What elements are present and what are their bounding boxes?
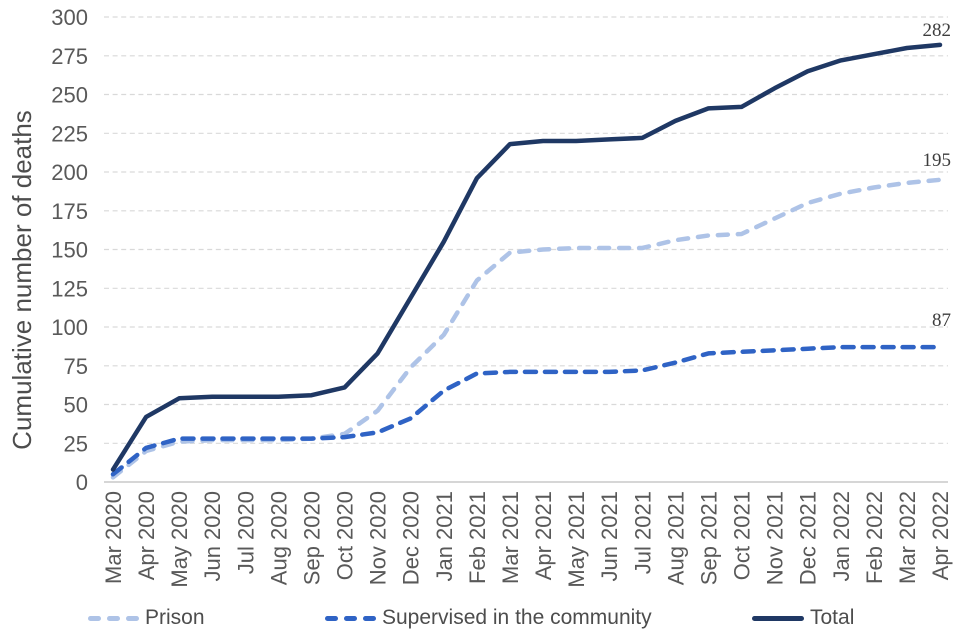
legend-marker-total-icon: [752, 615, 804, 621]
legend-entry-supervised: Supervised in the community: [325, 604, 652, 632]
x-tick-label: Apr 2021: [531, 491, 556, 580]
x-tick-label: Mar 2020: [101, 491, 126, 584]
y-tick-label: 75: [64, 354, 88, 379]
x-tick-label: Jun 2020: [200, 491, 225, 582]
x-tick-label: May 2021: [564, 491, 589, 588]
legend-marker-prison-icon: [88, 615, 139, 621]
x-tick-label: Sep 2021: [696, 491, 721, 585]
x-tick-label: Aug 2020: [266, 491, 291, 585]
legend-label-total: Total: [810, 606, 855, 629]
y-tick-label: 0: [76, 470, 88, 495]
x-tick-label: Jan 2022: [829, 491, 854, 582]
legend-marker-supervised-icon: [325, 615, 376, 621]
x-tick-label: Aug 2021: [663, 491, 688, 585]
x-tick-label: May 2020: [167, 491, 192, 588]
x-tick-label: Nov 2020: [366, 491, 391, 585]
x-tick-label: Jun 2021: [597, 491, 622, 582]
legend-label-supervised: Supervised in the community: [382, 606, 652, 629]
y-tick-label: 100: [51, 315, 88, 340]
data-label-supervised: 87: [932, 310, 951, 331]
y-tick-label: 125: [51, 276, 88, 301]
series-line-prison: [110, 177, 943, 480]
series-line-supervised: [110, 344, 943, 477]
x-tick-label: Oct 2020: [333, 491, 358, 580]
x-tick-label: Dec 2021: [796, 491, 821, 585]
legend-entry-total: Total: [752, 604, 854, 632]
series-line-total: [110, 42, 943, 472]
x-tick-label: Feb 2022: [862, 491, 887, 584]
y-tick-label: 50: [64, 393, 88, 418]
y-tick-label: 225: [51, 121, 88, 146]
y-tick-label: 300: [51, 5, 88, 30]
data-label-prison: 195: [922, 150, 952, 171]
x-tick-label: Sep 2020: [300, 491, 325, 585]
y-tick-label: 275: [51, 44, 88, 69]
x-tick-label: Apr 2022: [928, 491, 953, 580]
x-tick-label: Apr 2020: [134, 491, 159, 580]
x-tick-label: Mar 2021: [498, 491, 523, 584]
y-tick-label: 250: [51, 83, 88, 108]
legend-label-prison: Prison: [145, 606, 205, 629]
x-tick-label: Jul 2021: [630, 491, 655, 574]
data-label-total: 282: [922, 20, 952, 41]
legend: Prison Supervised in the community Total: [0, 604, 960, 632]
x-tick-label: Jul 2020: [233, 491, 258, 574]
x-tick-label: Oct 2021: [730, 491, 755, 580]
x-tick-label: Feb 2021: [465, 491, 490, 584]
y-axis-title: Cumulative number of deaths: [7, 110, 37, 450]
y-tick-label: 150: [51, 238, 88, 263]
x-tick-label: Dec 2020: [399, 491, 424, 585]
y-tick-label: 200: [51, 160, 88, 185]
x-tick-label: Nov 2021: [763, 491, 788, 585]
y-tick-label: 25: [64, 431, 88, 456]
legend-entry-prison: Prison: [88, 604, 205, 632]
x-tick-label: Jan 2021: [432, 491, 457, 582]
y-tick-label: 175: [51, 199, 88, 224]
x-tick-label: Mar 2022: [895, 491, 920, 584]
